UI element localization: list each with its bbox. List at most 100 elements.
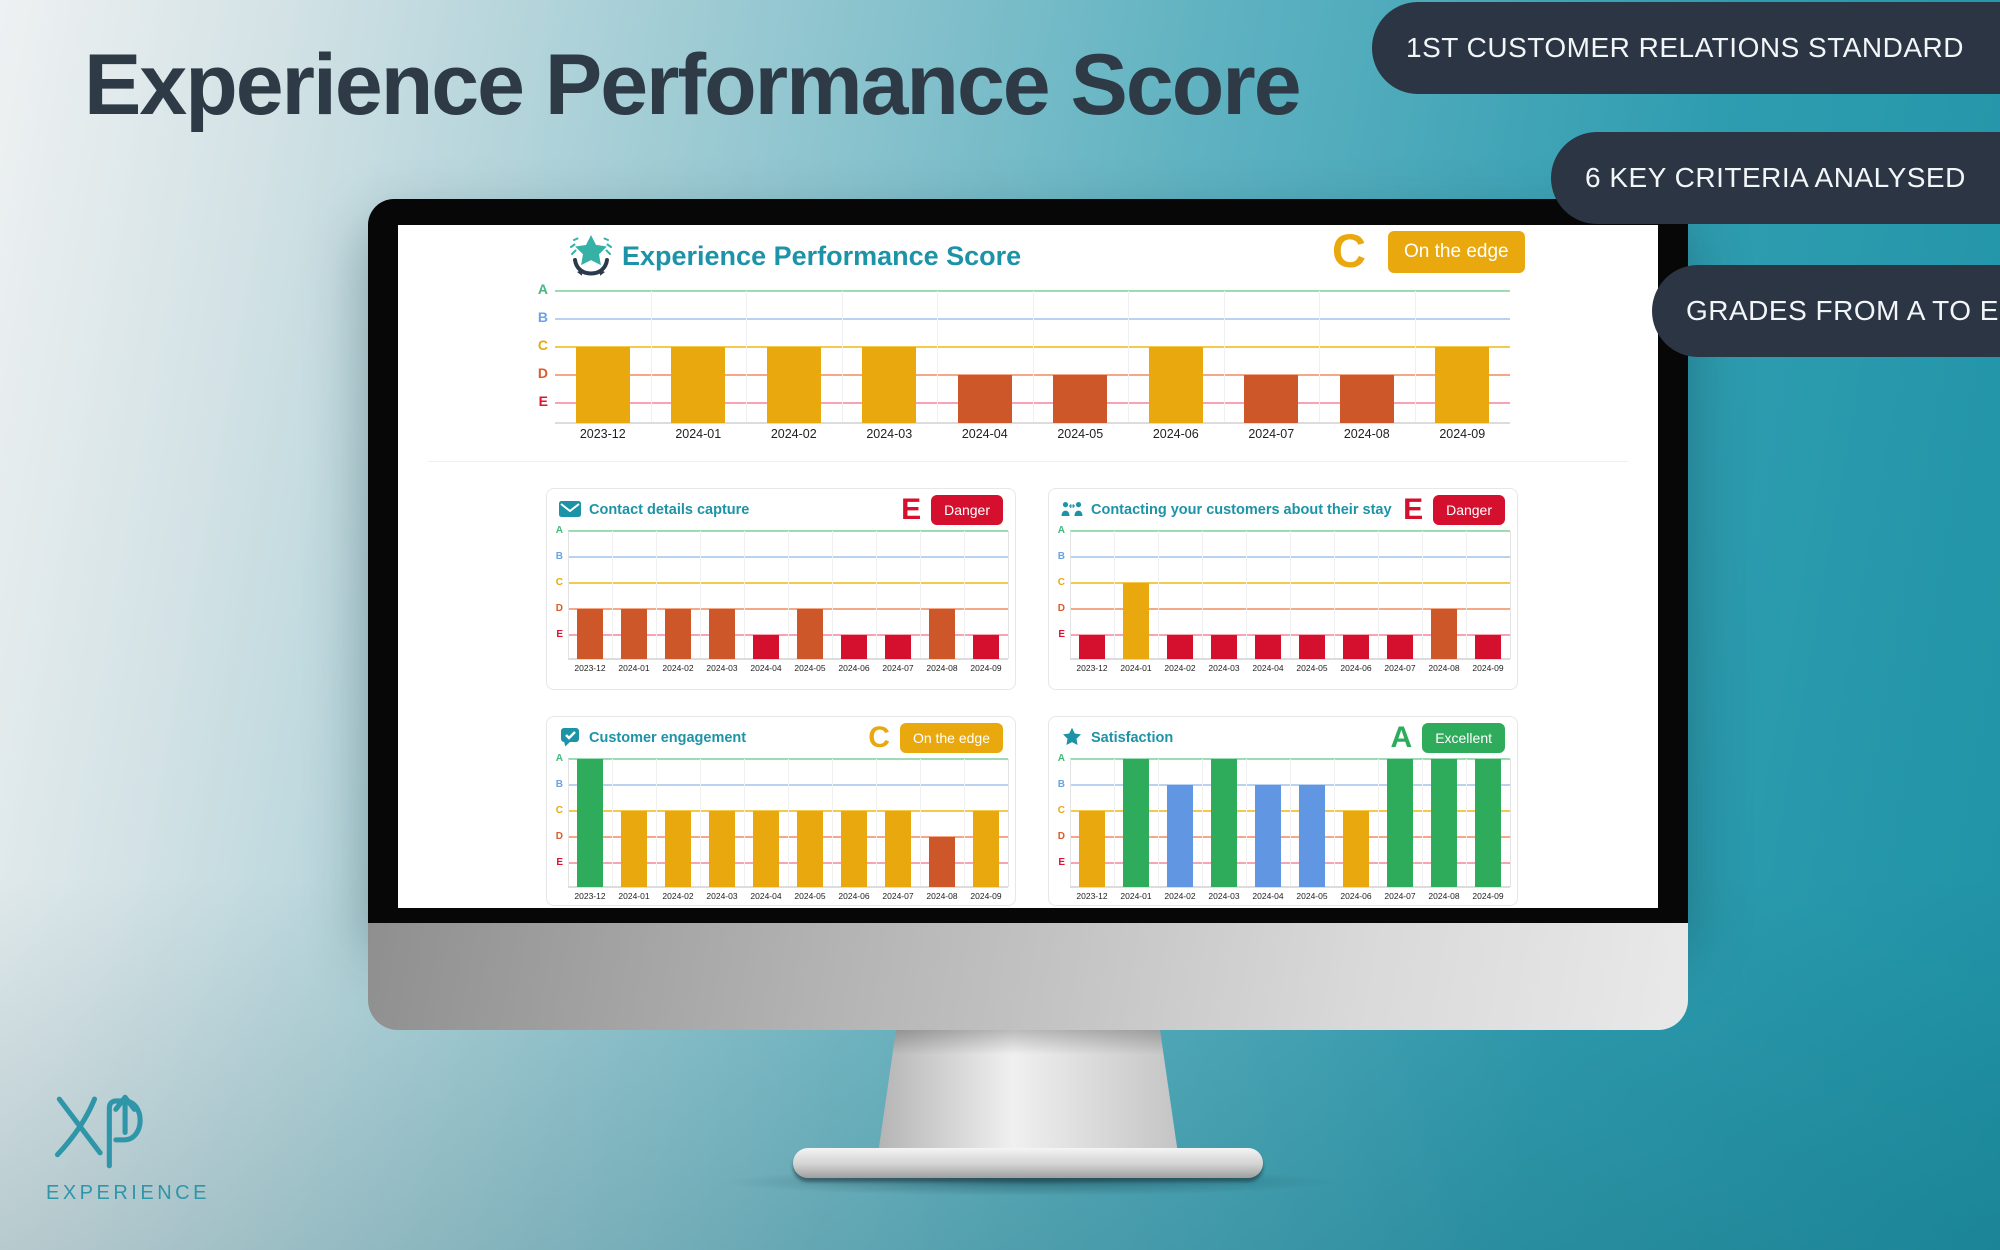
grid-separator xyxy=(1158,759,1159,887)
month-label: 2024-07 xyxy=(882,891,914,901)
criteria-grade: E xyxy=(1403,493,1424,526)
grid-separator xyxy=(1202,531,1203,659)
overall-score-chart: A B C D E 2023-12 2024-01 2024-02 2024-03 2024-04… xyxy=(398,225,1658,908)
month-label: 2024-01 xyxy=(1120,663,1152,673)
month-label: 2024-03 xyxy=(1208,663,1240,673)
grade-tick-B: B xyxy=(555,550,563,562)
section-divider xyxy=(428,461,1628,462)
grid-separator xyxy=(1378,531,1379,659)
month-label: 2024-06 xyxy=(838,891,870,901)
grid-separator xyxy=(964,531,965,659)
bar-2024-05 xyxy=(797,811,823,887)
bar-2024-02 xyxy=(766,347,821,423)
bar-2024-02 xyxy=(665,609,691,659)
criteria-title: Contact details capture xyxy=(589,502,750,518)
grid-separator xyxy=(1414,291,1416,423)
criteria-grade-group: E Danger xyxy=(901,495,1003,525)
grade-tick-A: A xyxy=(555,524,563,536)
bar-2023-12 xyxy=(1079,635,1105,659)
grade-tick-D: D xyxy=(555,602,563,614)
criteria-grade: C xyxy=(868,721,890,754)
criteria-chart: A B C D E 2023-12 2024-01 2024-02 2024-03 2024-04… xyxy=(1049,489,1517,689)
month-label: 2024-09 xyxy=(1472,891,1504,901)
monitor-stand-neck xyxy=(878,1030,1178,1154)
grid-separator xyxy=(832,759,833,887)
bar-2024-06 xyxy=(1343,635,1369,659)
grid-separator xyxy=(788,531,789,659)
dashboard-screen: Experience Performance Score C On the ed… xyxy=(398,225,1658,908)
criteria-chart: A B C D E 2023-12 2024-01 2024-02 2024-03 2024-04… xyxy=(1049,717,1517,905)
grade-tick-B: B xyxy=(555,778,563,790)
month-label: 2024-08 xyxy=(926,891,958,901)
plot-border-right xyxy=(1510,531,1511,659)
grid-separator xyxy=(876,759,877,887)
criteria-status-badge: Danger xyxy=(931,495,1003,525)
grid-separator xyxy=(700,531,701,659)
month-label: 2024-01 xyxy=(618,891,650,901)
bar-2024-09 xyxy=(973,811,999,887)
chart-baseline xyxy=(1070,886,1510,888)
month-label: 2024-07 xyxy=(1248,427,1295,441)
criteria-grade-group: E Danger xyxy=(1403,495,1505,525)
bar-2024-07 xyxy=(1387,759,1413,887)
badge-pill-label: 6 KEY CRITERIA ANALYSED xyxy=(1585,162,1966,193)
bar-2023-12 xyxy=(1079,811,1105,887)
brand-name: EXPERIENCE xyxy=(46,1182,210,1204)
grid-separator xyxy=(1319,291,1320,423)
grade-tick-A: A xyxy=(555,752,563,764)
grade-tick-A: A xyxy=(537,281,548,298)
plot-border-left xyxy=(1070,531,1071,659)
grade-tick-A: A xyxy=(1057,752,1065,764)
plot-border-right xyxy=(1510,759,1511,887)
grade-tick-C: C xyxy=(1057,576,1065,588)
criteria-chart: A B C D E 2023-12 2024-01 2024-02 2024-03 2024-04… xyxy=(547,717,1015,905)
grid-separator xyxy=(1290,759,1291,887)
grid-separator xyxy=(876,531,877,659)
grid-separator xyxy=(1246,531,1247,659)
grid-separator xyxy=(656,759,657,887)
badge-pill-standard: 1ST CUSTOMER RELATIONS STANDARD xyxy=(1372,2,2000,94)
criteria-card-satisfaction: Satisfaction A Excellent A B C D E 2023-12 2024-0… xyxy=(1048,716,1518,906)
month-label: 2024-01 xyxy=(675,427,722,441)
grade-tick-C: C xyxy=(555,804,563,816)
grade-tick-E: E xyxy=(1058,628,1065,640)
bar-2023-12 xyxy=(577,759,603,887)
grade-tick-D: D xyxy=(1057,830,1065,842)
bar-2024-05 xyxy=(1299,785,1325,887)
criteria-grade: A xyxy=(1390,721,1413,754)
bar-2024-08 xyxy=(1431,609,1457,659)
month-label: 2024-02 xyxy=(1164,891,1196,901)
grid-separator xyxy=(1466,531,1467,659)
bar-2024-05 xyxy=(1299,635,1325,659)
grade-tick-E: E xyxy=(1058,856,1065,868)
badge-pill-label: 1ST CUSTOMER RELATIONS STANDARD xyxy=(1406,32,1964,63)
criteria-grade: E xyxy=(901,493,922,526)
criteria-title: Customer engagement xyxy=(589,730,747,746)
monitor-chin xyxy=(368,923,1688,1030)
bar-2024-08 xyxy=(1339,375,1394,423)
bar-2024-09 xyxy=(973,635,999,659)
month-label: 2024-04 xyxy=(1252,891,1284,901)
grid-separator xyxy=(650,291,652,423)
month-label: 2024-07 xyxy=(882,663,914,673)
criteria-status-badge: Danger xyxy=(1433,495,1505,525)
month-label: 2024-06 xyxy=(838,663,870,673)
bar-2024-03 xyxy=(709,811,735,887)
grid-separator xyxy=(744,531,745,659)
month-label: 2024-06 xyxy=(1340,891,1372,901)
bar-2023-12 xyxy=(575,347,630,423)
month-label: 2024-09 xyxy=(1439,427,1486,441)
month-label: 2024-04 xyxy=(750,663,782,673)
month-label: 2024-02 xyxy=(662,663,694,673)
brand-logo: EXPERIENCE xyxy=(46,1088,210,1205)
month-label: 2024-08 xyxy=(1343,427,1390,441)
month-label: 2024-05 xyxy=(794,663,826,673)
plot-border-left xyxy=(1070,759,1071,887)
bar-2024-06 xyxy=(841,811,867,887)
month-label: 2024-06 xyxy=(1340,663,1372,673)
bar-2024-09 xyxy=(1475,759,1501,887)
bar-2024-01 xyxy=(1123,759,1149,887)
month-label: 2023-12 xyxy=(1076,891,1108,901)
overall-status-badge: On the edge xyxy=(1388,231,1525,273)
criteria-status-badge: On the edge xyxy=(899,723,1003,753)
